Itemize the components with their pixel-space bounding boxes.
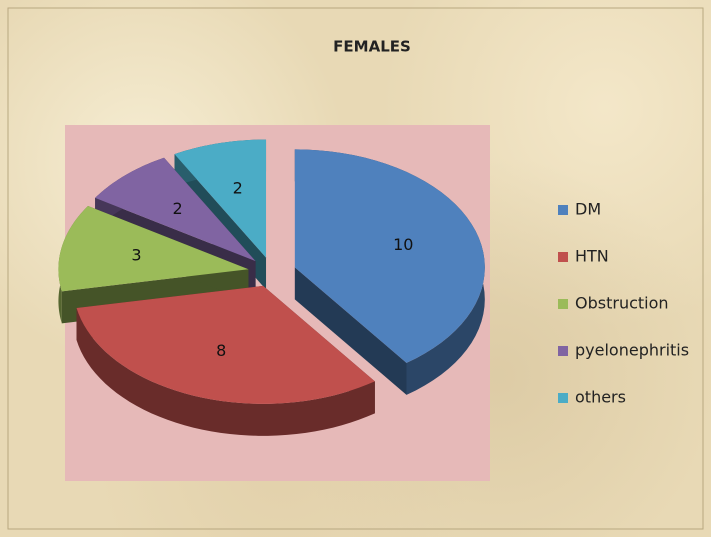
data-label: 2 [172,199,182,218]
legend-label: HTN [575,247,609,266]
slice-top [294,149,485,363]
slice-side [76,307,375,436]
data-label: 2 [233,178,243,197]
pie-slice [294,149,485,395]
legend-swatch [558,393,568,403]
legend-swatch [558,205,568,215]
pie-slice [76,285,375,436]
legend-swatch [558,299,568,309]
legend-label: pyelonephritis [575,341,689,360]
legend-swatch [558,252,568,262]
legend-label: others [575,388,626,407]
slice-top [95,157,256,262]
data-label: 3 [131,245,141,264]
legend-label: Obstruction [575,294,669,313]
data-label: 10 [393,235,413,254]
data-label: 8 [216,341,226,360]
chart-title: FEMALES [333,38,411,56]
slice-top [76,285,375,404]
legend-label: DM [575,200,601,219]
frame [7,7,704,530]
slice-top [174,139,267,258]
legend-swatch [558,346,568,356]
slice-top [58,205,249,292]
slice-side [294,267,407,395]
